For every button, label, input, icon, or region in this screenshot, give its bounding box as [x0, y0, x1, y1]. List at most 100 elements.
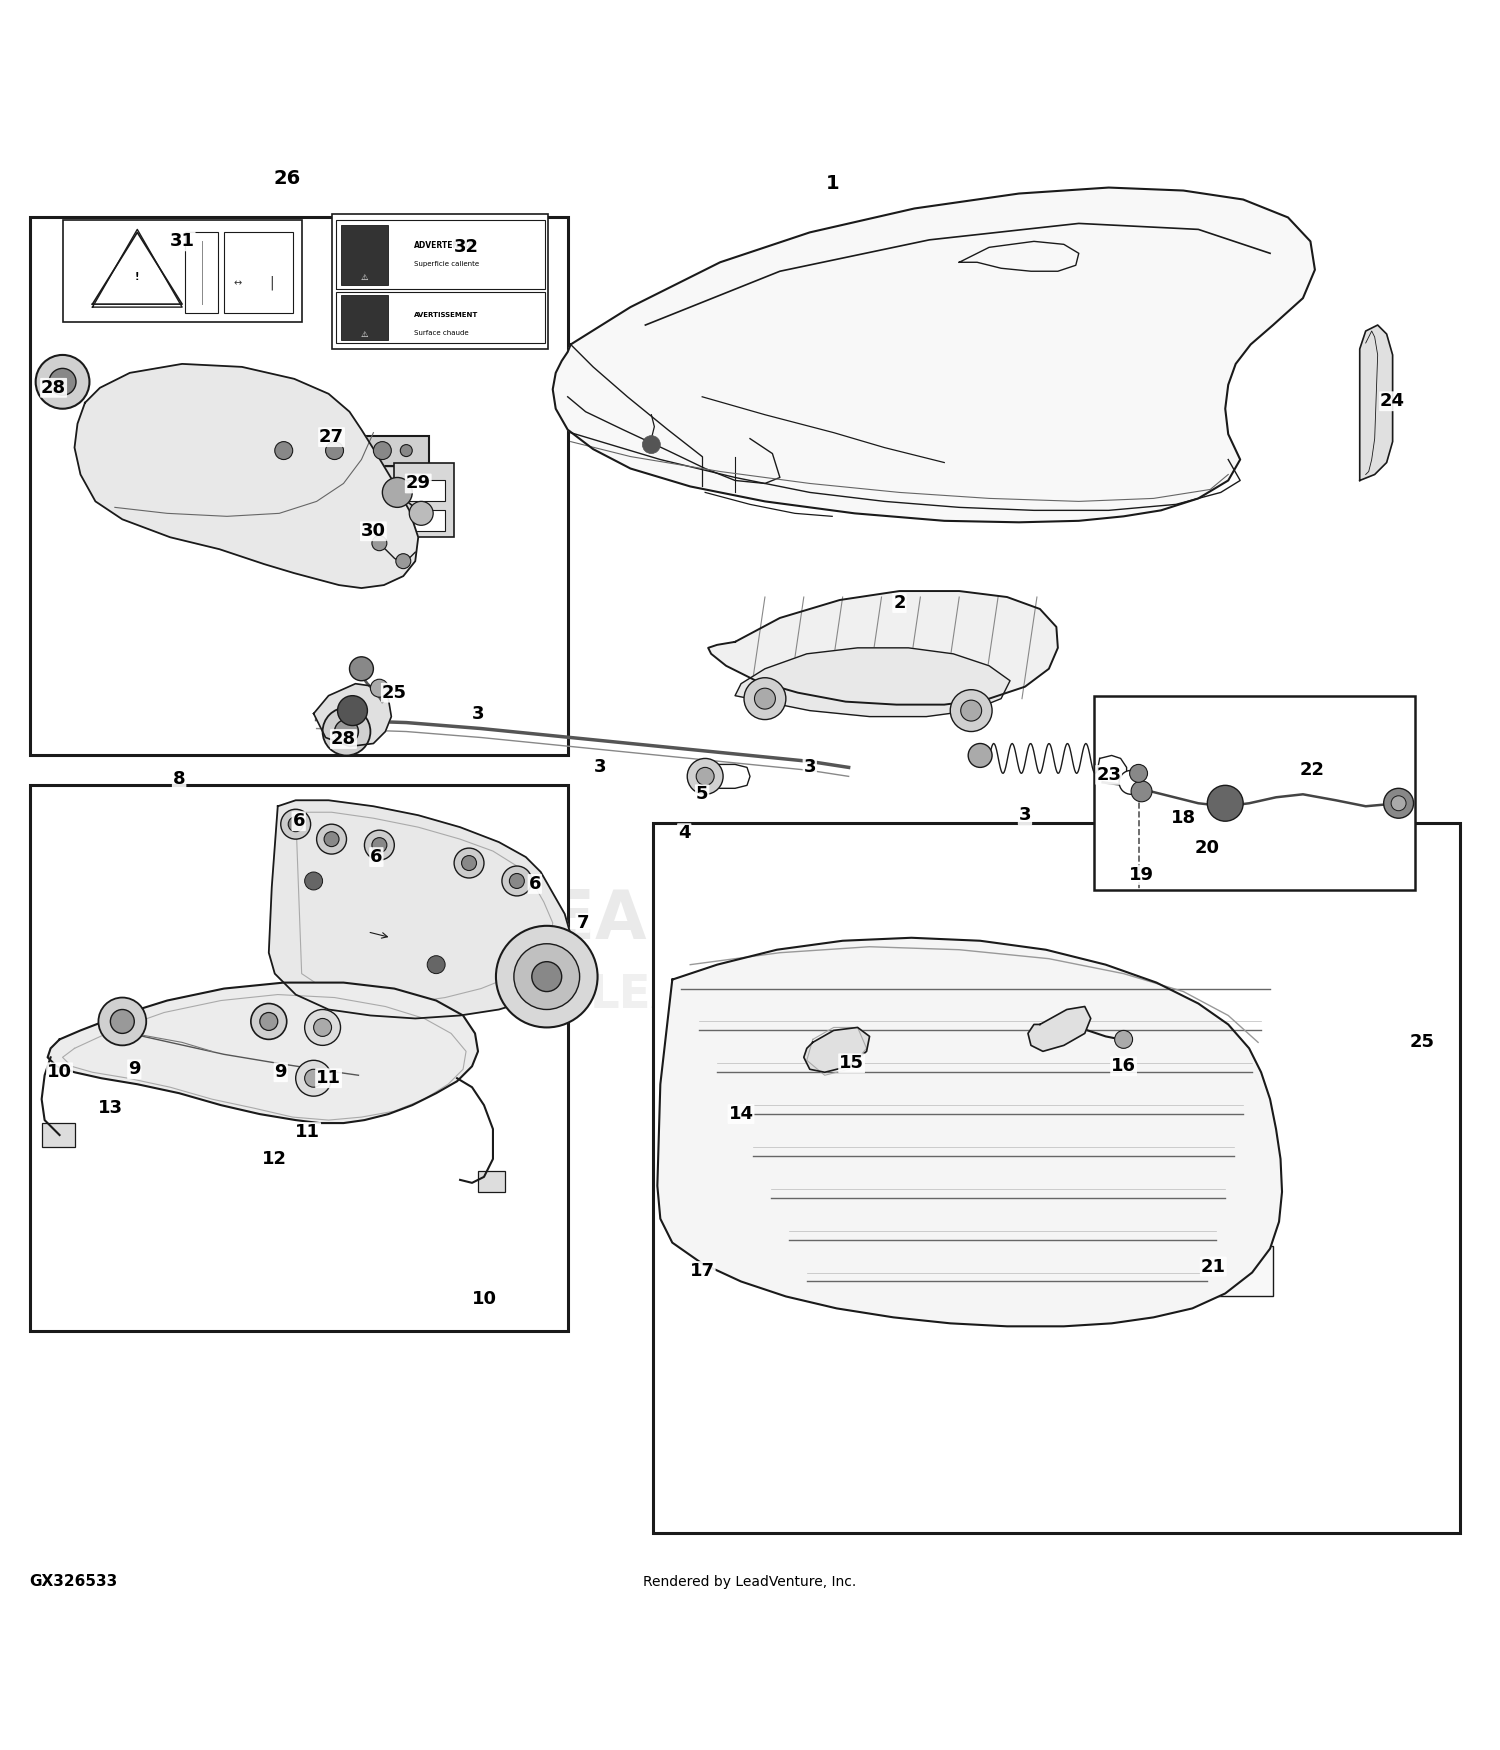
Circle shape [951, 690, 992, 732]
Circle shape [111, 1010, 135, 1034]
Text: 10: 10 [471, 1290, 496, 1309]
Text: Rendered by LeadVenture, Inc.: Rendered by LeadVenture, Inc. [644, 1575, 856, 1589]
Circle shape [514, 943, 579, 1010]
Bar [30, 217, 567, 756]
Text: 31: 31 [170, 233, 195, 250]
Bar [63, 220, 302, 322]
Text: 11: 11 [316, 1069, 340, 1087]
Circle shape [314, 1018, 332, 1036]
Circle shape [304, 1010, 340, 1045]
Text: 16: 16 [1112, 1057, 1136, 1074]
Polygon shape [93, 229, 182, 306]
Circle shape [1119, 770, 1143, 794]
Circle shape [503, 866, 532, 896]
Circle shape [296, 1060, 332, 1096]
Text: !: ! [135, 273, 140, 282]
Circle shape [642, 436, 660, 453]
Text: 6: 6 [370, 849, 382, 866]
Circle shape [370, 679, 388, 696]
Circle shape [687, 758, 723, 794]
Text: 28: 28 [40, 378, 66, 397]
Circle shape [374, 441, 392, 460]
Text: 11: 11 [296, 1124, 320, 1141]
Polygon shape [552, 187, 1316, 522]
Polygon shape [1359, 326, 1392, 481]
Text: 13: 13 [98, 1099, 123, 1116]
Circle shape [36, 355, 90, 410]
Bar [394, 462, 454, 537]
Bar [406, 481, 445, 502]
Bar [30, 786, 567, 1330]
Text: 26: 26 [273, 170, 300, 187]
Circle shape [1390, 796, 1406, 810]
Circle shape [324, 831, 339, 847]
Bar [184, 233, 218, 313]
Circle shape [396, 553, 411, 569]
Circle shape [260, 1013, 278, 1031]
Circle shape [304, 1069, 322, 1087]
Text: 23: 23 [1096, 766, 1120, 784]
Text: 27: 27 [320, 429, 344, 446]
Circle shape [50, 369, 76, 396]
Polygon shape [314, 684, 392, 747]
Text: 21: 21 [1202, 1258, 1225, 1276]
Bar [652, 822, 1460, 1533]
Polygon shape [804, 1027, 870, 1073]
Text: 3: 3 [804, 758, 816, 777]
Text: 25: 25 [382, 684, 406, 702]
Bar [340, 226, 388, 285]
Circle shape [510, 873, 525, 889]
Circle shape [338, 696, 368, 726]
Circle shape [968, 744, 992, 768]
Text: 28: 28 [332, 730, 356, 747]
Circle shape [304, 872, 322, 891]
Circle shape [322, 707, 370, 756]
Bar [144, 1022, 232, 1060]
Bar [478, 1171, 506, 1192]
Circle shape [462, 856, 477, 870]
Circle shape [427, 956, 445, 973]
Bar [224, 233, 292, 313]
Circle shape [350, 656, 374, 681]
Text: 9: 9 [274, 1064, 286, 1082]
Text: 29: 29 [405, 474, 430, 492]
Text: 22: 22 [1299, 761, 1324, 779]
Circle shape [334, 719, 358, 744]
Circle shape [696, 768, 714, 786]
Text: 3: 3 [472, 705, 484, 723]
Text: LEADVENTURE: LEADVENTURE [509, 887, 1052, 952]
Circle shape [960, 700, 981, 721]
Text: ADVERTENCIA: ADVERTENCIA [414, 242, 474, 250]
Text: 2: 2 [892, 593, 906, 612]
Bar [1094, 696, 1414, 891]
Text: 8: 8 [172, 770, 186, 788]
Text: 10: 10 [46, 1064, 72, 1082]
Circle shape [496, 926, 597, 1027]
Circle shape [1383, 788, 1413, 819]
Bar [42, 1124, 75, 1146]
Circle shape [754, 688, 776, 709]
Text: 30: 30 [362, 522, 386, 541]
Text: 25: 25 [1410, 1034, 1436, 1052]
Text: 17: 17 [690, 1262, 714, 1279]
Bar [332, 215, 549, 348]
Circle shape [274, 441, 292, 460]
Polygon shape [708, 592, 1058, 705]
Polygon shape [48, 982, 479, 1124]
Text: 24: 24 [1380, 392, 1406, 410]
Circle shape [99, 997, 146, 1045]
Text: GX326533: GX326533 [30, 1575, 118, 1589]
Circle shape [1131, 780, 1152, 802]
Circle shape [454, 849, 484, 878]
Circle shape [744, 677, 786, 719]
Text: 3: 3 [594, 758, 608, 777]
Text: ⚠: ⚠ [360, 329, 368, 338]
Text: Superficie caliente: Superficie caliente [414, 261, 478, 266]
Polygon shape [75, 364, 419, 588]
Text: AVERTISSEMENT: AVERTISSEMENT [414, 312, 478, 317]
Text: 15: 15 [839, 1054, 864, 1073]
Circle shape [1130, 765, 1148, 782]
Bar [1172, 1246, 1274, 1297]
Text: 18: 18 [1172, 808, 1196, 828]
Circle shape [382, 478, 412, 508]
